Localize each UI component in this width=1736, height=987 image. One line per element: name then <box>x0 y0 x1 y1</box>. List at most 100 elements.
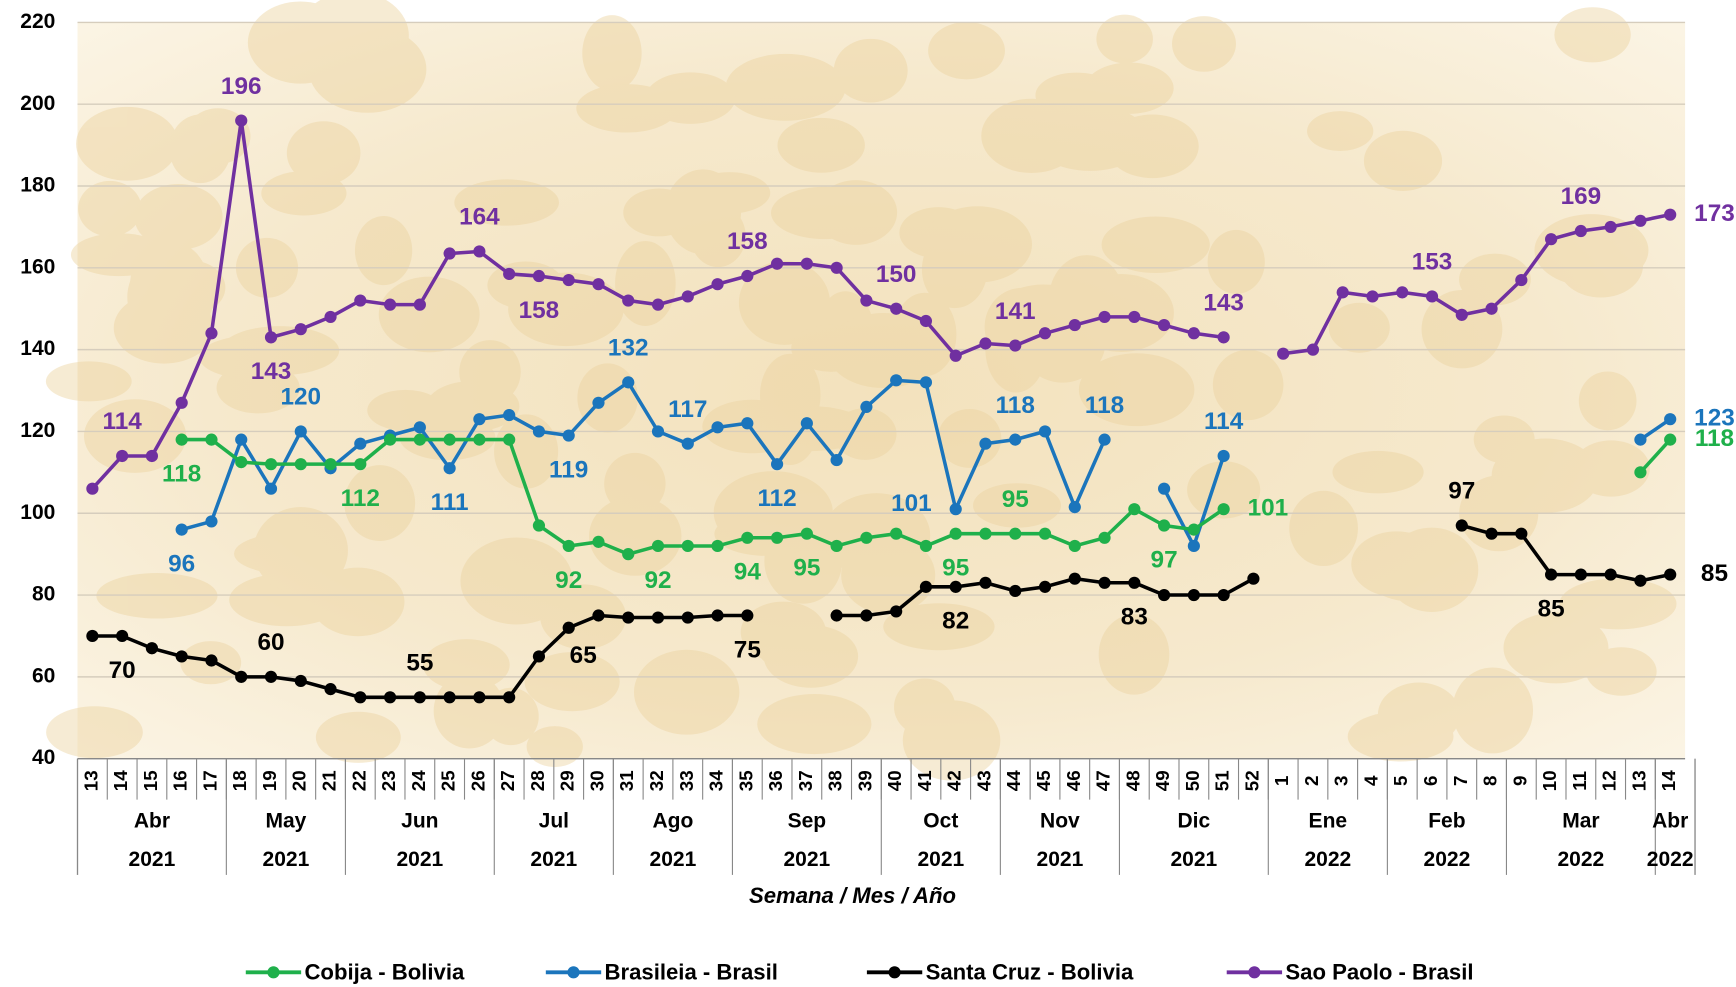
point <box>205 654 218 667</box>
x-tick-label: 40 <box>884 770 905 791</box>
point <box>324 310 337 323</box>
grain <box>1035 72 1118 118</box>
point <box>205 327 218 340</box>
point <box>1455 308 1468 321</box>
grain <box>1078 353 1195 427</box>
x-tick-label: 52 <box>1241 770 1262 791</box>
data-label: 118 <box>1085 392 1124 419</box>
data-label: 158 <box>727 228 768 255</box>
grain <box>902 700 1001 781</box>
grain <box>921 230 988 309</box>
grain <box>378 276 480 353</box>
data-label: 55 <box>406 650 433 677</box>
x-tick-label: 2 <box>1301 776 1322 786</box>
data-label: 82 <box>942 608 969 635</box>
point <box>145 642 159 655</box>
data-label: 95 <box>942 555 969 582</box>
grain <box>1363 130 1443 191</box>
grain <box>1385 527 1479 612</box>
grain <box>893 678 956 736</box>
grain <box>426 381 520 432</box>
grain <box>1068 274 1174 352</box>
x-tick-label: 5 <box>1390 776 1411 786</box>
x-tick-label: 6 <box>1420 776 1441 786</box>
legend-marker <box>1248 966 1261 979</box>
point <box>1664 208 1677 221</box>
x-tick-label: 37 <box>795 770 816 791</box>
grain <box>1207 229 1265 294</box>
point <box>1158 482 1171 495</box>
point <box>1574 224 1587 238</box>
point <box>1425 290 1439 303</box>
point <box>771 531 784 544</box>
point <box>264 458 278 471</box>
point <box>1187 588 1200 602</box>
point <box>979 576 992 589</box>
point <box>592 535 605 548</box>
point <box>1128 503 1141 516</box>
data-label: 117 <box>668 396 707 423</box>
grain <box>311 567 405 637</box>
grain <box>1096 14 1153 64</box>
point <box>532 519 546 532</box>
grain <box>763 625 859 688</box>
data-label: 118 <box>996 392 1035 419</box>
point <box>949 527 962 540</box>
grain <box>45 361 132 402</box>
point <box>919 376 933 389</box>
point <box>532 425 546 438</box>
y-tick-label: 180 <box>20 174 55 197</box>
data-label: 119 <box>549 456 588 483</box>
point <box>979 527 992 540</box>
point <box>503 433 516 446</box>
x-tick-label: 13 <box>1628 770 1649 791</box>
point <box>1485 527 1498 540</box>
x-tick-label: 13 <box>80 770 101 791</box>
grain <box>454 179 559 226</box>
data-label: 65 <box>570 642 597 669</box>
grain <box>1347 711 1454 762</box>
grain <box>1289 490 1358 567</box>
grain <box>1452 667 1534 754</box>
grain <box>354 216 413 286</box>
point <box>1158 319 1171 332</box>
data-label: 169 <box>1561 183 1602 210</box>
y-tick-label: 100 <box>20 501 55 524</box>
data-label: 75 <box>734 636 761 663</box>
x-tick-label: 28 <box>527 770 548 791</box>
data-label: 85 <box>1538 595 1565 622</box>
x-tick-label: 33 <box>676 770 697 791</box>
year-label: 2022 <box>1647 848 1694 871</box>
point <box>443 433 456 446</box>
year-label: 2021 <box>1037 848 1084 871</box>
point <box>979 337 992 350</box>
data-label: 123 <box>1694 405 1735 432</box>
point <box>1098 576 1111 589</box>
grain <box>78 180 142 237</box>
data-label: 97 <box>1151 546 1178 573</box>
point <box>473 413 486 426</box>
grain <box>1098 614 1170 695</box>
month-label: Jun <box>401 809 438 832</box>
point <box>562 274 575 287</box>
point <box>830 539 843 553</box>
grain <box>615 240 676 326</box>
point <box>324 683 337 696</box>
grain <box>134 183 223 250</box>
point <box>1098 310 1111 323</box>
grain <box>423 639 510 691</box>
point <box>562 621 575 634</box>
x-tick-label: 48 <box>1122 770 1143 791</box>
x-tick-label: 38 <box>825 770 846 791</box>
point <box>800 527 813 540</box>
grain <box>526 726 583 768</box>
grain <box>588 496 682 576</box>
point <box>1664 568 1677 581</box>
grain <box>216 362 300 414</box>
grain <box>740 601 826 663</box>
grain <box>665 169 742 255</box>
data-label: 143 <box>1203 290 1244 317</box>
grain <box>645 72 736 124</box>
point <box>1545 233 1558 246</box>
y-tick-label: 160 <box>20 255 55 278</box>
